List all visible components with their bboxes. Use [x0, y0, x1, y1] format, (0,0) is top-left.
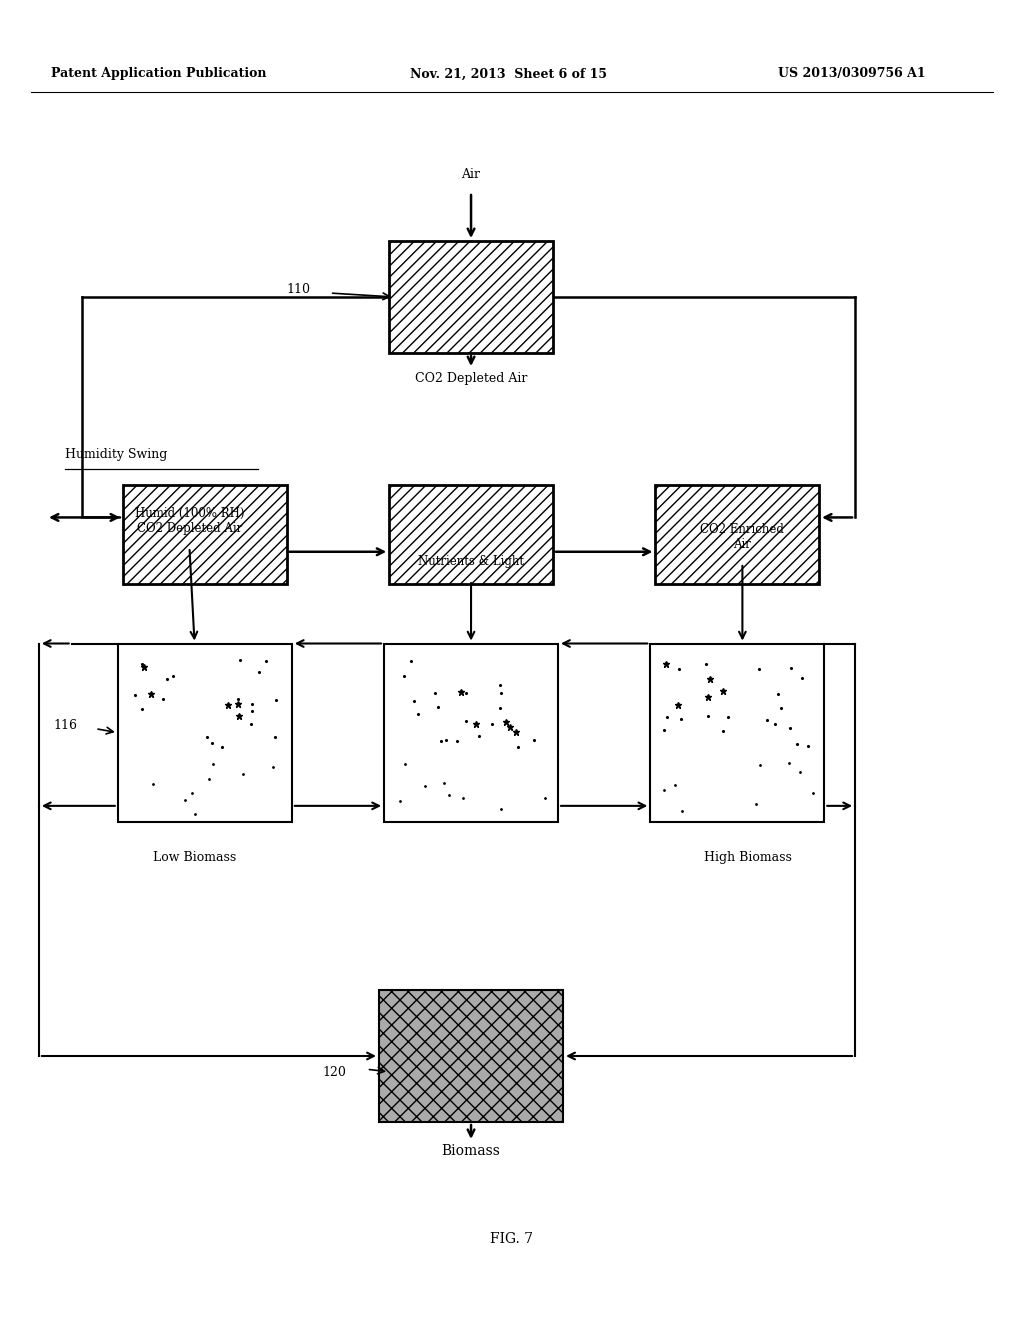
Text: 110: 110: [287, 282, 310, 296]
Text: Air: Air: [462, 168, 480, 181]
Bar: [389, 486, 553, 583]
Text: Patent Application Publication: Patent Application Publication: [51, 67, 266, 81]
Bar: [655, 486, 819, 583]
Text: Biomass: Biomass: [441, 1144, 501, 1158]
Text: Humidity Swing: Humidity Swing: [65, 447, 167, 461]
Bar: [389, 240, 553, 352]
Bar: [384, 644, 558, 821]
Text: 120: 120: [323, 1065, 346, 1078]
Text: US 2013/0309756 A1: US 2013/0309756 A1: [778, 67, 926, 81]
Text: High Biomass: High Biomass: [703, 851, 792, 865]
Bar: [379, 990, 563, 1122]
Text: Low Biomass: Low Biomass: [153, 851, 237, 865]
Text: Nov. 21, 2013  Sheet 6 of 15: Nov. 21, 2013 Sheet 6 of 15: [410, 67, 606, 81]
Text: FIG. 7: FIG. 7: [490, 1233, 534, 1246]
Text: Nutrients & Light: Nutrients & Light: [418, 556, 524, 568]
Text: Humid (100% RH)
CO2 Depleted Air: Humid (100% RH) CO2 Depleted Air: [135, 507, 244, 536]
Text: CO2 Depleted Air: CO2 Depleted Air: [415, 372, 527, 385]
Text: 116: 116: [53, 718, 77, 731]
Bar: [123, 486, 287, 583]
Bar: [650, 644, 824, 821]
Bar: [118, 644, 292, 821]
Text: CO2 Enriched
Air: CO2 Enriched Air: [700, 523, 784, 552]
